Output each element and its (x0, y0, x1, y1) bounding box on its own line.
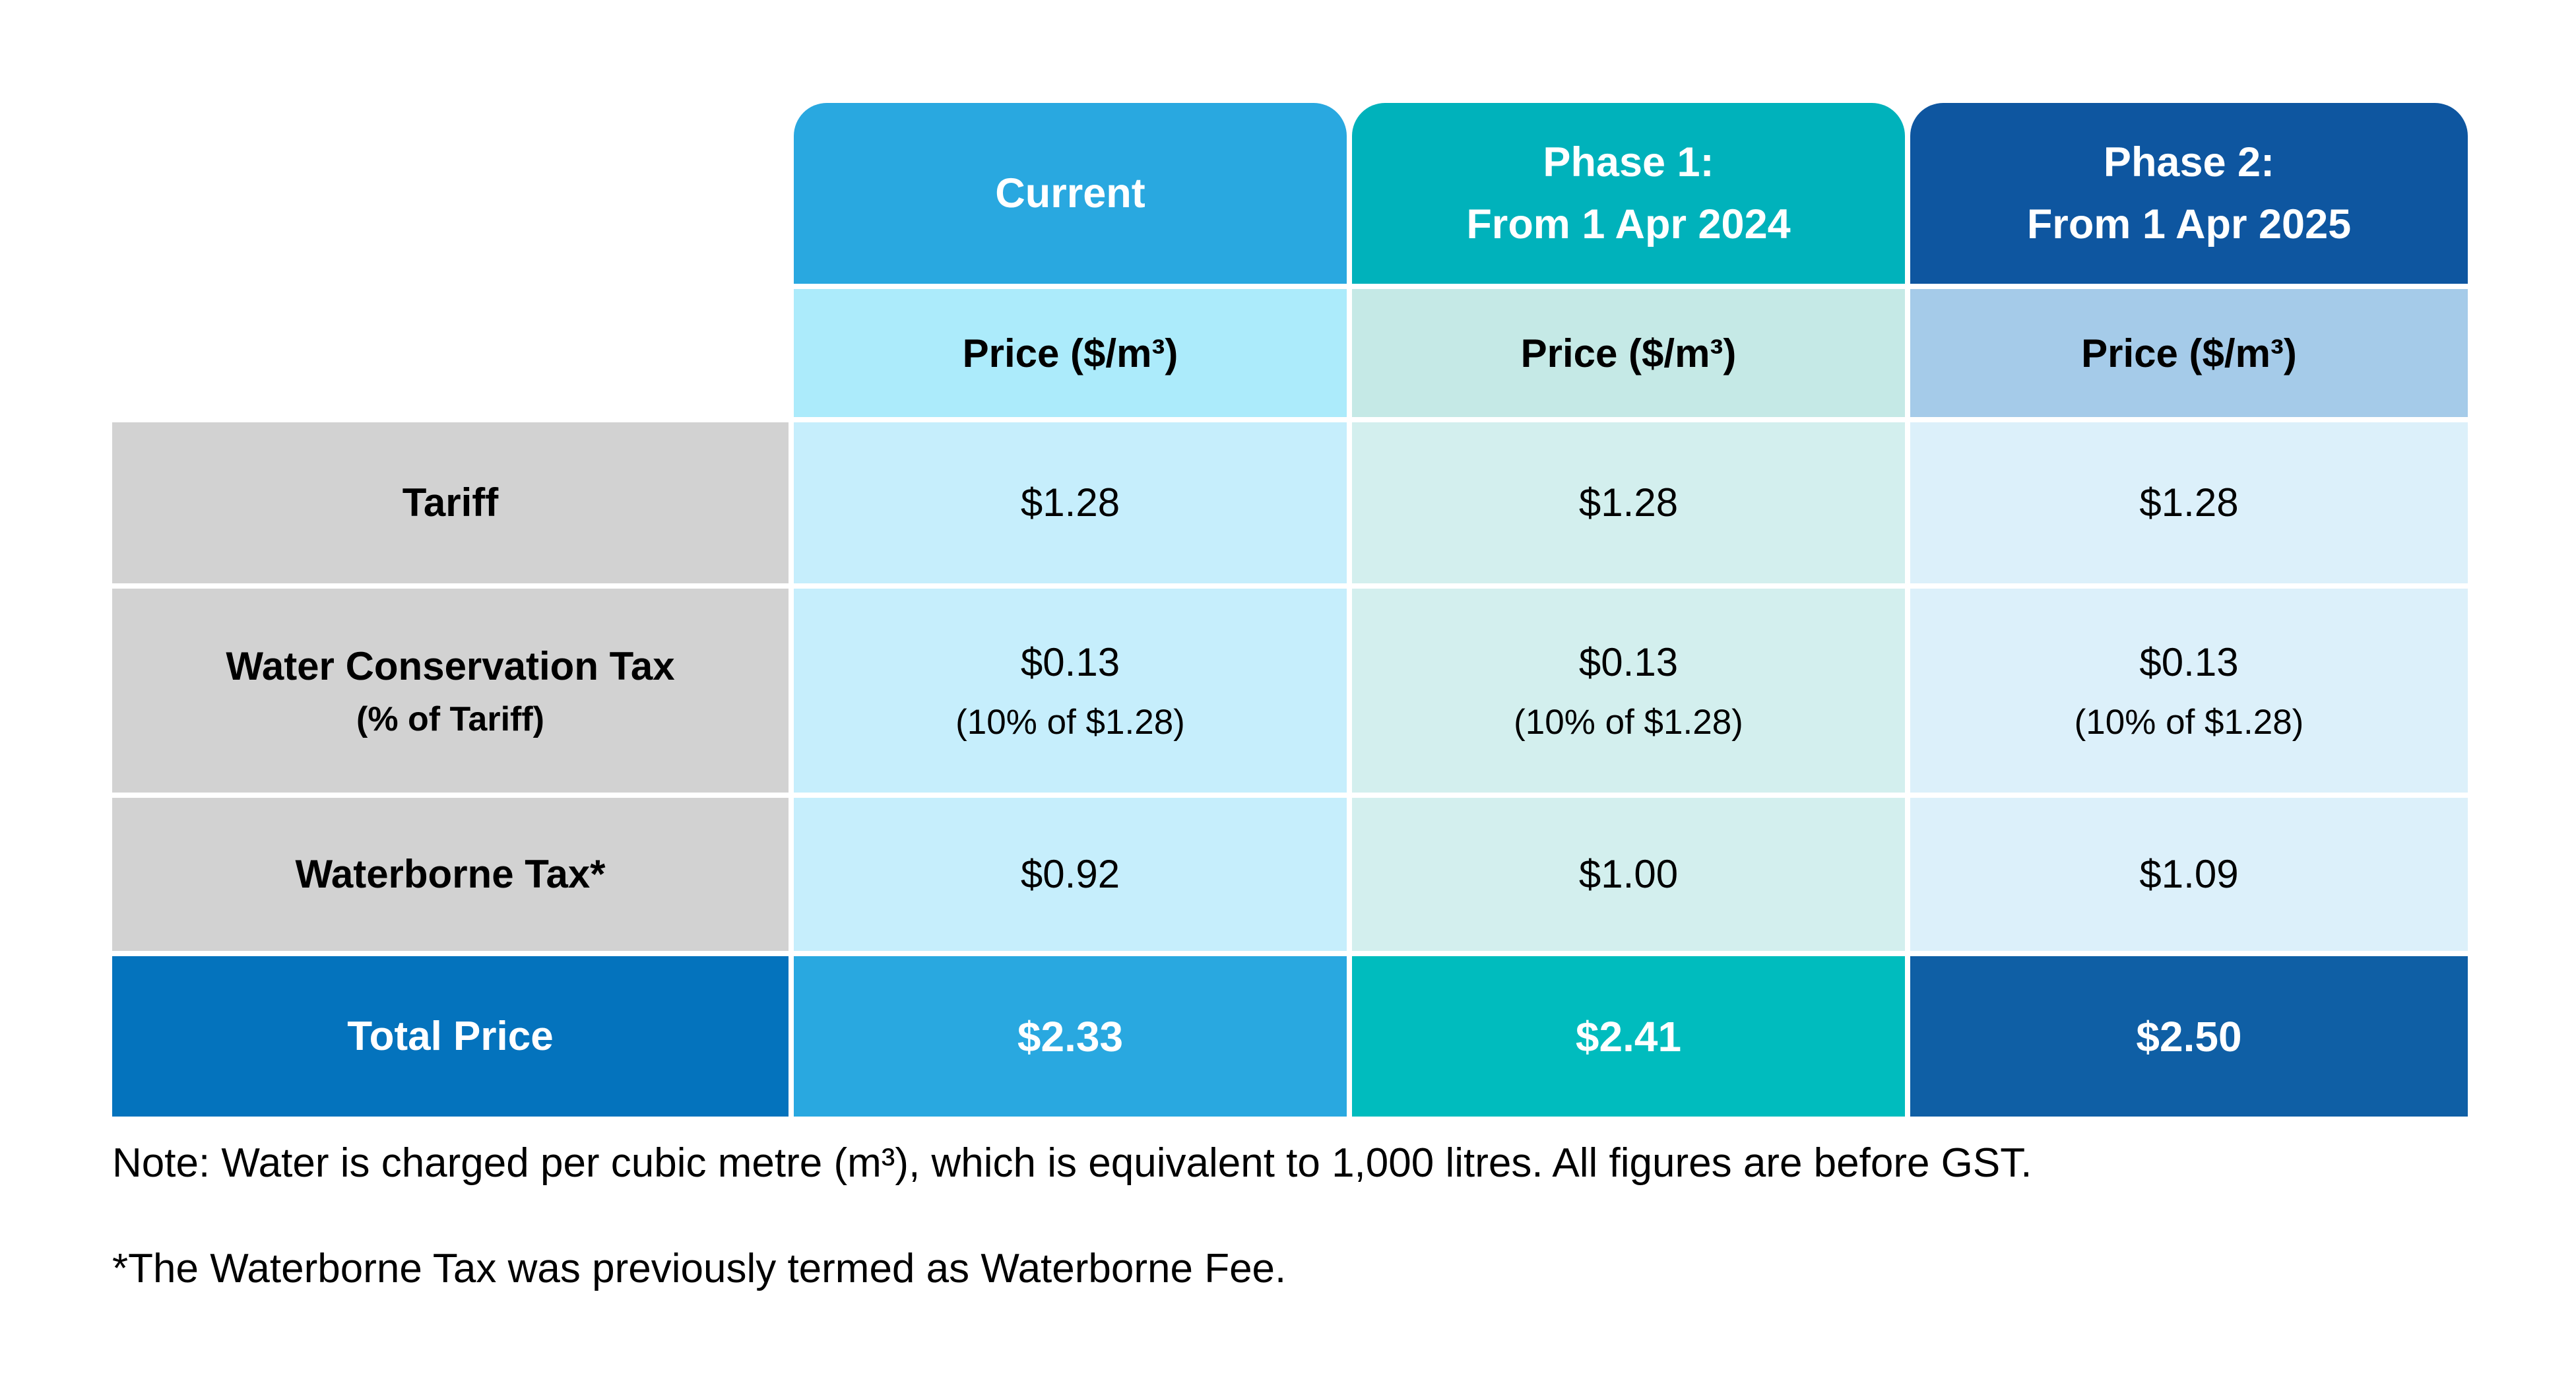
column-header-phase2-line1: Phase 2: (2103, 139, 2275, 185)
cell-value: $0.13 (1578, 640, 1679, 684)
note-line-1: Note: Water is charged per cubic metre (… (112, 1140, 2032, 1186)
column-header-phase1-line1: Phase 1: (1543, 139, 1714, 185)
water-price-table: Current Phase 1: From 1 Apr 2024 Phase 2… (112, 103, 2468, 1117)
cell-value: $1.09 (2139, 852, 2239, 896)
price-unit-header-phase2: Price ($/m³) (1910, 289, 2468, 417)
footnotes: Note: Water is charged per cubic metre (… (112, 1139, 2501, 1351)
column-header-current: Current (794, 103, 1347, 284)
row-label-tariff-text: Tariff (402, 480, 499, 525)
cell-value: $0.13 (1020, 640, 1120, 684)
column-header-phase2: Phase 2: From 1 Apr 2025 (1910, 103, 2468, 284)
cell-subvalue: (10% of $1.28) (955, 703, 1185, 742)
cell-subvalue: (10% of $1.28) (2074, 703, 2304, 742)
cell-value: $2.41 (1575, 1012, 1682, 1060)
cell-value: $2.50 (2136, 1012, 2242, 1060)
cell-tariff-current: $1.28 (794, 422, 1347, 583)
cell-waterborne-current: $0.92 (794, 798, 1347, 951)
row-label-waterborne-text: Waterborne Tax* (295, 852, 606, 896)
cell-waterborne-phase1: $1.00 (1352, 798, 1905, 951)
cell-subvalue: (10% of $1.28) (1514, 703, 1743, 742)
cell-total-phase2: $2.50 (1910, 956, 2468, 1117)
price-unit-header-phase1: Price ($/m³) (1352, 289, 1905, 417)
cell-total-current: $2.33 (794, 956, 1347, 1117)
row-label-total-price: Total Price (112, 956, 789, 1117)
cell-tariff-phase1: $1.28 (1352, 422, 1905, 583)
price-row-spacer (112, 289, 789, 417)
note-line-2: *The Waterborne Tax was previously terme… (112, 1246, 1287, 1292)
row-label-total-text: Total Price (347, 1014, 554, 1059)
price-unit-label: Price ($/m³) (962, 331, 1178, 375)
cell-value: $0.92 (1020, 852, 1120, 896)
cell-value: $1.28 (1020, 480, 1120, 525)
row-label-wct-subtext: (% of Tariff) (356, 699, 544, 738)
price-unit-header-current: Price ($/m³) (794, 289, 1347, 417)
cell-value: $1.28 (1578, 480, 1679, 525)
cell-waterborne-phase2: $1.09 (1910, 798, 2468, 951)
column-header-current-line1: Current (995, 170, 1145, 216)
column-header-phase1-line2: From 1 Apr 2024 (1466, 201, 1791, 247)
cell-total-phase1: $2.41 (1352, 956, 1905, 1117)
cell-value: $1.28 (2139, 480, 2239, 525)
row-label-water-conservation-tax: Water Conservation Tax (% of Tariff) (112, 589, 789, 793)
cell-tariff-phase2: $1.28 (1910, 422, 2468, 583)
column-header-phase1: Phase 1: From 1 Apr 2024 (1352, 103, 1905, 284)
cell-wct-phase2: $0.13 (10% of $1.28) (1910, 589, 2468, 793)
row-label-waterborne-tax: Waterborne Tax* (112, 798, 789, 951)
cell-value: $2.33 (1017, 1012, 1124, 1060)
price-unit-label: Price ($/m³) (2081, 331, 2297, 375)
table-corner-spacer (112, 103, 789, 284)
cell-wct-current: $0.13 (10% of $1.28) (794, 589, 1347, 793)
row-label-tariff: Tariff (112, 422, 789, 583)
cell-value: $0.13 (2139, 640, 2239, 684)
cell-wct-phase1: $0.13 (10% of $1.28) (1352, 589, 1905, 793)
price-unit-label: Price ($/m³) (1520, 331, 1737, 375)
column-header-phase2-line2: From 1 Apr 2025 (2026, 201, 2352, 247)
row-label-wct-text: Water Conservation Tax (226, 643, 675, 688)
cell-value: $1.00 (1578, 852, 1679, 896)
